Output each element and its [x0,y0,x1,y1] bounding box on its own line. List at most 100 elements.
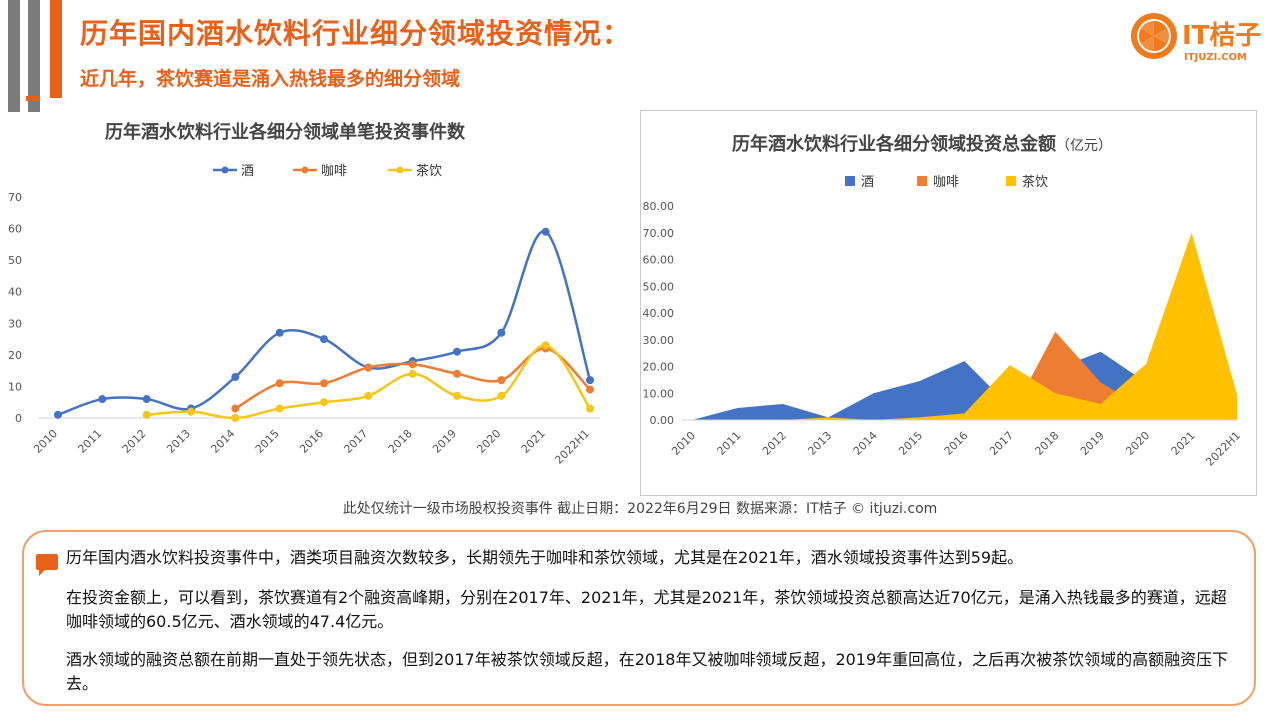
page-subtitle: 近几年，茶饮赛道是涌入热钱最多的细分领域 [80,68,461,90]
area-chart-investment-amount: 0.00 10.00 20.00 30.00 40.00 50.00 60.00 70.00 8… [643,174,1244,469]
data-point-2 [364,391,373,400]
x-tick-label: 2016 [297,427,326,456]
x-tick-label: 2013 [805,429,834,458]
chart2-panel [640,110,1257,496]
x-tick-label: 2022H1 [552,427,592,467]
data-point-2 [231,414,240,422]
x-tick-label: 2021 [1169,429,1198,458]
y-tick-label: 20.00 [643,361,675,374]
data-point-2 [586,404,594,413]
legend-label: 酒 [861,175,874,190]
x-tick-label: 2013 [164,427,193,456]
data-point-1 [586,385,594,394]
x-tick-label: 2015 [896,429,925,458]
x-tick-label: 2011 [715,429,744,458]
x-tick-label: 2012 [760,429,789,458]
legend-label: 咖啡 [933,175,959,190]
data-point-2 [497,391,506,400]
data-point-2 [187,407,195,416]
page-title: 历年国内酒水饮料行业细分领域投资情况： [80,17,632,50]
legend-swatch-0 [845,176,855,186]
data-point-2 [408,369,417,378]
header-bar-gray-1 [8,0,20,112]
y-tick-label: 40 [8,286,22,299]
x-tick-label: 2010 [31,427,60,456]
y-tick-label: 0 [15,412,22,425]
header-bar-orange-tick [26,96,40,101]
y-tick-label: 0.00 [650,414,675,427]
data-point-0 [586,376,594,385]
data-point-1 [231,404,240,413]
x-tick-label: 2017 [987,429,1016,458]
data-point-0 [453,347,461,356]
orange-slice-icon: IT桔子 ITJUZI.COM [1131,13,1261,63]
x-tick-label: 2019 [1078,429,1107,458]
legend-label: 茶饮 [416,163,442,179]
y-tick-label: 20 [8,349,22,362]
x-tick-label: 2016 [942,429,971,458]
y-tick-label: 70 [8,191,22,204]
series-area-2 [692,232,1237,420]
summary-paragraph-1: 历年国内酒水饮料投资事件中，酒类项目融资次数较多，长期领先于咖啡和茶饮领域，尤其… [66,548,1024,567]
x-tick-label: 2019 [430,427,459,456]
legend-label: 咖啡 [321,164,347,179]
chart2-unit: （亿元） [1056,138,1112,154]
header-bar-gray-2 [28,0,40,112]
series-line-2 [146,344,592,420]
legend-label: 茶饮 [1022,174,1048,190]
y-tick-label: 80.00 [643,200,675,213]
data-point-1 [497,376,506,385]
footnote: 此处仅统计一级市场股权投资事件 截止日期：2022年6月29日 数据来源：IT桔… [342,501,938,517]
x-tick-label: 2015 [253,427,282,456]
legend-marker-1 [301,166,309,174]
data-point-0 [541,227,550,236]
x-tick-label: 2014 [851,429,880,458]
y-tick-label: 30.00 [643,334,675,347]
legend-swatch-1 [917,176,927,186]
data-point-1 [364,363,373,372]
data-point-1 [453,369,461,378]
x-tick-label: 2010 [669,429,698,458]
data-point-2 [142,410,151,419]
x-tick-label: 2020 [1123,429,1152,458]
legend-label: 酒 [241,164,254,179]
summary-paragraph-2: 在投资金额上，可以看到，茶饮赛道有2个融资高峰期，分别在2017年、2021年，… [66,588,1227,631]
chart2-title-text: 历年酒水饮料行业各细分领域投资总金额 [732,134,1056,155]
x-tick-label: 2014 [208,427,237,456]
data-point-0 [98,395,107,404]
legend-swatch-2 [1006,176,1016,186]
header-bar-orange [50,0,62,98]
x-tick-label: 2020 [474,427,503,456]
data-point-1 [408,360,417,369]
logo-brand-text: IT桔子 [1182,21,1261,51]
y-tick-label: 60 [8,223,22,236]
logo-domain-text: ITJUZI.COM [1184,52,1247,63]
data-point-2 [453,391,461,400]
data-point-0 [497,328,506,337]
data-point-0 [320,335,328,344]
y-tick-label: 50.00 [643,280,675,293]
chart2-title: 历年酒水饮料行业各细分领域投资总金额（亿元） [732,130,1112,156]
data-point-1 [320,379,328,388]
chart1-title: 历年酒水饮料行业各细分领域单笔投资事件数 [105,122,465,143]
x-tick-label: 2012 [120,427,149,456]
legend-marker-2 [396,166,404,174]
data-point-0 [231,372,240,381]
line-chart-investment-count: 0 10 20 30 40 50 60 70 2010 2011 2012 2013 2014 2015 2… [8,163,600,467]
x-tick-label: 2022H1 [1203,429,1243,469]
x-tick-label: 2017 [341,427,370,456]
x-tick-label: 2018 [386,427,415,456]
speech-bubble-icon [36,554,58,576]
data-point-1 [275,379,284,388]
data-point-2 [320,398,328,407]
y-tick-label: 50 [8,254,22,267]
brand-logo: IT桔子 ITJUZI.COM [1128,10,1268,66]
x-tick-label: 2018 [1032,429,1061,458]
summary-paragraph-3: 酒水领域的融资总额在前期一直处于领先状态，但到2017年被茶饮领域反超，在201… [66,650,1229,693]
legend-marker-0 [221,166,229,174]
y-tick-label: 60.00 [643,254,675,267]
y-tick-label: 30 [8,317,22,330]
y-tick-label: 40.00 [643,307,675,320]
summary-box: 历年国内酒水饮料投资事件中，酒类项目融资次数较多，长期领先于咖啡和茶饮领域，尤其… [22,530,1256,706]
x-tick-label: 2021 [519,427,548,456]
